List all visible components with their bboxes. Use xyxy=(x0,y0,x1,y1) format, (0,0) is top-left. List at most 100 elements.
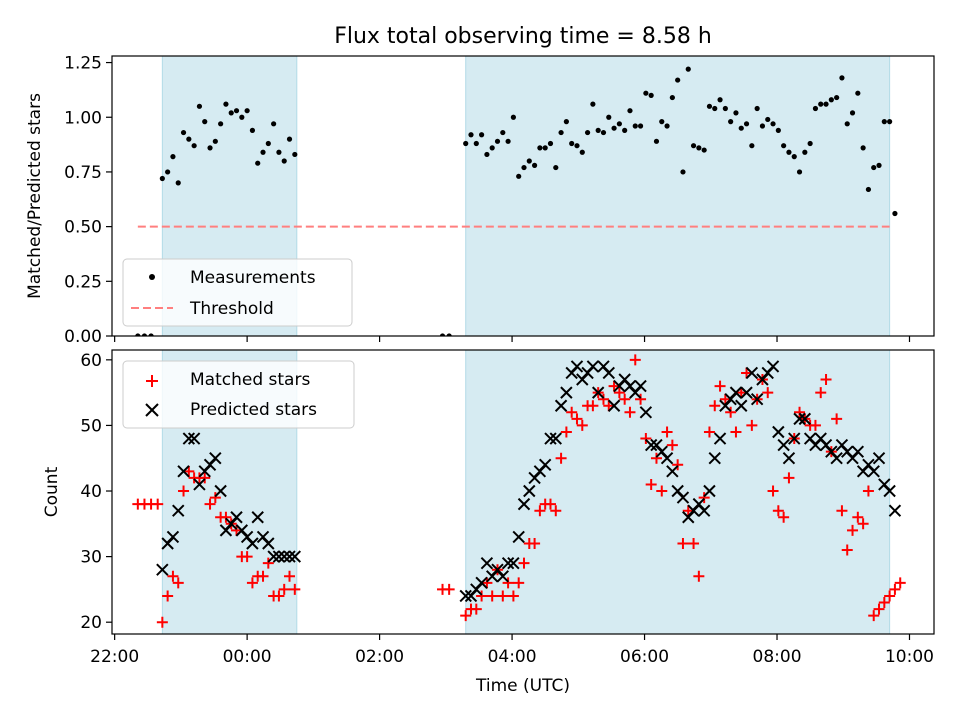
predicted-star-point xyxy=(570,360,584,373)
measurement-point xyxy=(569,140,575,147)
measurement-point xyxy=(770,121,776,127)
bottom-y-ticks: 20 30 40 50 60 xyxy=(80,351,112,633)
matched-star-point xyxy=(794,406,806,418)
observing-window xyxy=(465,56,891,336)
matched-star-point xyxy=(767,485,779,497)
matched-star-point xyxy=(199,472,211,484)
predicted-star-point xyxy=(729,386,743,399)
measurement-point xyxy=(239,114,245,120)
measurement-point xyxy=(802,149,808,155)
measurement-point xyxy=(690,143,697,149)
x-axis-label: Time (UTC) xyxy=(475,676,570,696)
predicted-star-point xyxy=(177,465,190,478)
matched-star-point xyxy=(284,570,296,582)
top-axes-frame xyxy=(111,55,935,337)
measurement-point xyxy=(180,129,187,136)
measurement-point xyxy=(249,127,256,133)
matched-star-point xyxy=(152,498,164,510)
predicted-star-point xyxy=(156,563,169,576)
measurement-point xyxy=(849,110,856,116)
x-tick-label: 10:00 xyxy=(885,647,934,667)
x-tick-label: 02:00 xyxy=(355,647,404,667)
measurement-point xyxy=(547,140,554,147)
matched-star-point xyxy=(470,603,482,615)
x-tick-label: 06:00 xyxy=(620,647,669,667)
matched-star-point xyxy=(894,577,906,589)
matched-star-point xyxy=(820,374,832,386)
matched-star-point xyxy=(730,426,742,438)
matched-star-point xyxy=(544,498,556,510)
y-tick-label: 0.00 xyxy=(64,327,102,347)
bottom-y-axis-label: Count xyxy=(42,466,62,517)
y-tick-label: 1.25 xyxy=(64,54,102,74)
matched-star-point xyxy=(746,419,758,431)
predicted-star-point xyxy=(209,452,222,465)
measurement-point xyxy=(860,145,866,151)
matched-star-point xyxy=(497,590,509,602)
x-tick-label: 00:00 xyxy=(223,647,272,667)
predicted-star-point xyxy=(549,432,562,445)
measurement-point xyxy=(468,132,474,138)
matched-star-point xyxy=(698,492,710,504)
measurement-point xyxy=(648,92,654,98)
matched-stars-points xyxy=(132,354,906,628)
matched-star-point xyxy=(231,524,243,536)
predicted-star-point xyxy=(888,504,902,517)
measurement-point xyxy=(244,108,250,114)
matched-star-point xyxy=(862,485,874,497)
measurement-point xyxy=(574,143,580,149)
matched-star-point xyxy=(836,505,848,517)
predicted-star-point xyxy=(798,412,812,426)
measurement-point xyxy=(834,94,840,101)
measurement-point xyxy=(584,129,591,136)
matched-star-point xyxy=(555,452,567,464)
top-legend: Measurements Threshold xyxy=(122,258,353,327)
legend-matched-marker xyxy=(146,375,158,387)
predicted-star-point xyxy=(793,412,806,426)
measurement-point xyxy=(165,169,171,175)
measurement-point xyxy=(696,145,702,151)
matched-star-point xyxy=(714,380,726,392)
measurement-point xyxy=(510,114,516,120)
matched-star-point xyxy=(841,544,853,556)
predicted-star-point xyxy=(634,379,647,393)
matched-star-point xyxy=(167,570,179,582)
predicted-star-point xyxy=(713,432,727,445)
matched-star-point xyxy=(262,557,274,569)
predicted-star-point xyxy=(166,530,180,544)
measurement-point xyxy=(484,151,490,158)
predicted-star-point xyxy=(772,425,785,439)
measurement-point xyxy=(643,90,649,96)
measurement-point xyxy=(733,110,739,116)
measurement-point xyxy=(281,158,287,164)
matched-star-point xyxy=(878,597,890,609)
measurement-point xyxy=(494,138,501,144)
matched-star-point xyxy=(518,557,530,569)
predicted-star-point xyxy=(507,556,520,570)
predicted-star-point xyxy=(644,438,658,452)
measurement-point xyxy=(212,138,218,144)
matched-star-point xyxy=(741,367,753,379)
measurement-point xyxy=(611,125,617,131)
predicted-star-point xyxy=(708,452,721,465)
matched-star-point xyxy=(597,393,609,405)
measurement-point xyxy=(271,121,277,127)
measurement-point xyxy=(876,162,882,168)
predicted-star-point xyxy=(607,399,621,412)
matched-star-point xyxy=(172,577,184,589)
legend-measurements-marker xyxy=(149,274,155,280)
measurement-point xyxy=(632,123,638,129)
measurement-point xyxy=(781,143,787,149)
matched-star-point xyxy=(624,406,636,418)
predicted-star-point xyxy=(517,497,531,511)
matched-star-point xyxy=(677,537,689,549)
matched-star-point xyxy=(868,610,880,622)
matched-star-point xyxy=(682,505,694,517)
measurement-point xyxy=(722,105,728,112)
matched-star-point xyxy=(507,590,519,602)
matched-star-point xyxy=(529,537,541,549)
matched-star-point xyxy=(783,472,795,484)
measurement-point xyxy=(738,125,744,131)
measurement-point xyxy=(627,108,633,114)
